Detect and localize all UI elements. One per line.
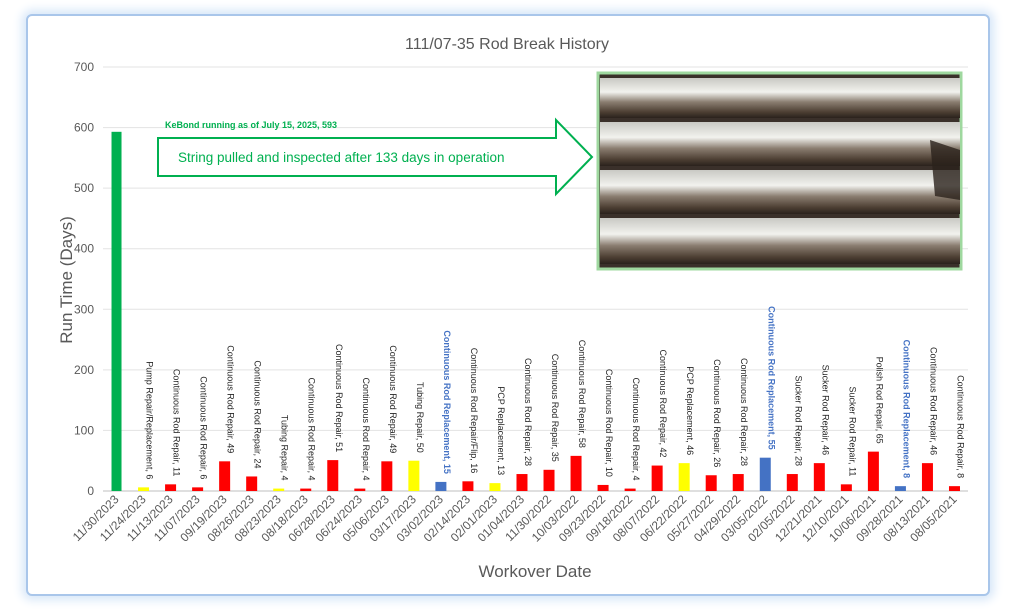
bar	[570, 455, 582, 491]
bar	[678, 463, 690, 491]
bar	[489, 483, 501, 491]
annotation-arrow	[157, 117, 594, 197]
y-tick-label: 0	[87, 484, 94, 498]
bar	[894, 486, 906, 491]
data-label: Continuous Rod Repair, 26	[712, 359, 722, 467]
data-label: PCP Replacement, 13	[496, 386, 506, 475]
annotation-text: String pulled and inspected after 133 da…	[178, 150, 504, 165]
bar	[732, 474, 744, 491]
bar	[516, 474, 528, 491]
bar	[462, 481, 474, 491]
data-label: Continuous Rod Repair, 11	[172, 369, 182, 476]
y-tick-label: 500	[74, 181, 94, 195]
data-label: Tubing Repair, 50	[415, 382, 425, 453]
bar	[192, 487, 204, 491]
bar	[138, 487, 150, 491]
bar	[327, 460, 339, 491]
bar	[840, 484, 852, 491]
data-label: Continuous Rod Repair, 49	[226, 345, 236, 453]
bar	[435, 481, 447, 491]
bar	[111, 131, 122, 491]
data-label: Continuous Rod Repair, 46	[928, 347, 938, 455]
data-label: KeBond running as of July 15, 2025, 593	[165, 120, 337, 130]
data-label: Polish Rod Repair, 65	[874, 357, 884, 444]
bar	[813, 463, 825, 491]
bar	[381, 461, 393, 491]
data-labels: KeBond running as of July 15, 2025, 593 P…	[145, 120, 966, 481]
data-label: Continuous Rod Replacement, 55	[766, 306, 776, 450]
y-tick-label: 700	[74, 60, 94, 74]
y-tick-label: 100	[74, 423, 94, 437]
x-axis-ticks: 11/30/202311/24/202311/13/202311/07/2023…	[70, 492, 960, 545]
data-label: Continuous Rod Replacement, 8	[901, 340, 911, 479]
chart-title: 111/07-35 Rod Break History	[405, 36, 609, 53]
bar	[543, 469, 555, 491]
data-label: Sucker Rod Repair, 46	[820, 365, 830, 456]
bar	[219, 461, 231, 491]
bar	[246, 476, 258, 491]
bar	[165, 484, 177, 491]
data-label: Continuous Rod Replacement, 15	[442, 330, 452, 474]
data-label: Continuous Rod Repair, 42	[658, 349, 668, 457]
bar	[867, 451, 879, 491]
data-label: Tubing Repair, 4	[280, 415, 290, 481]
data-label: Continuous Rod Repair, 4	[361, 377, 371, 480]
data-label: Continuous Rod Repair, 10	[604, 369, 614, 477]
data-label: Continuous Rod Repair, 6	[199, 376, 209, 479]
data-label: Sucker Rod Repair, 11	[847, 386, 857, 476]
data-label: Continuous Rod Repair, 58	[577, 340, 587, 448]
y-tick-label: 200	[74, 363, 94, 377]
bar	[759, 457, 771, 491]
bar	[597, 484, 609, 491]
bar	[786, 474, 798, 491]
bar	[948, 486, 960, 491]
bar	[705, 475, 717, 491]
y-axis-ticks: 0 100 200 300 400 500 600 700	[74, 60, 94, 498]
bars	[111, 131, 960, 491]
data-label: Continuous Rod Repair, 51	[334, 344, 344, 452]
data-label: Continuous Rod Repair, 35	[550, 354, 560, 462]
data-label: Continuous Rod Repair, 28	[523, 358, 533, 466]
data-label: PCP Replacement, 46	[685, 366, 695, 455]
bar	[921, 463, 933, 491]
data-label: Continuous Rod Repair, 8	[955, 375, 965, 478]
bar	[408, 460, 420, 491]
bar	[354, 488, 366, 491]
y-tick-label: 600	[74, 121, 94, 135]
rod-inspection-photo	[596, 71, 963, 271]
bar	[624, 488, 636, 491]
y-tick-label: 300	[74, 302, 94, 316]
data-label: Continuous Rod Repair/Flip, 16	[469, 348, 479, 474]
x-axis-label: Workover Date	[478, 562, 591, 581]
data-label: Continuous Rod Repair, 4	[307, 377, 317, 480]
y-axis-label: Run Time (Days)	[57, 216, 76, 344]
data-label: Continuous Rod Repair, 4	[631, 377, 641, 480]
bar	[651, 465, 663, 491]
data-label: Pump Repair/Replacement, 6	[145, 361, 155, 479]
bar	[273, 488, 285, 491]
data-label: Sucker Rod Repair, 28	[793, 375, 803, 466]
bar	[300, 488, 312, 491]
data-label: Continuous Rod Repair, 49	[388, 345, 398, 453]
data-label: Continuous Rod Repair, 24	[253, 360, 263, 468]
data-label: Continuous Rod Repair, 28	[739, 358, 749, 466]
y-tick-label: 400	[74, 242, 94, 256]
